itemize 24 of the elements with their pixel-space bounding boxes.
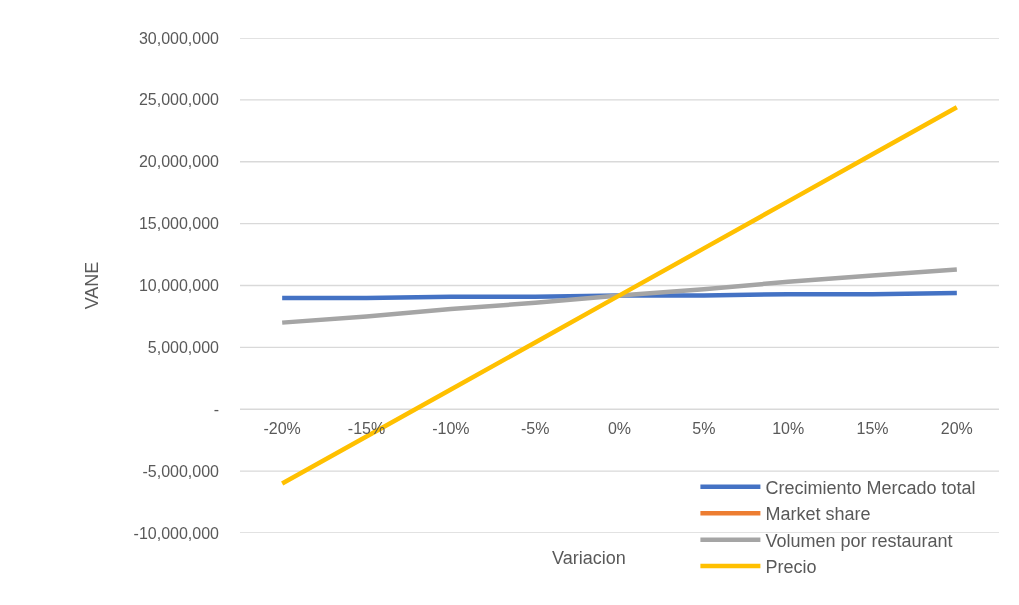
y-tick-label: -10,000,000 [133,524,220,542]
y-tick-label: 20,000,000 [138,153,220,171]
legend-label: Market share [765,504,871,525]
y-tick-label: - [213,400,219,418]
y-tick-label: 15,000,000 [138,215,220,233]
y-tick-label: 5,000,000 [147,338,220,356]
x-tick-label: 0% [607,420,632,438]
y-tick-label: -5,000,000 [142,462,220,480]
y-tick-label: 10,000,000 [138,277,220,295]
x-tick-label: 15% [856,420,889,438]
x-tick-label: 20% [940,420,973,438]
x-tick-label: 5% [692,420,716,438]
legend-label: Crecimiento Mercado total [765,477,976,498]
y-tick-label: 25,000,000 [138,91,220,109]
x-axis-title: Variacion [552,548,626,568]
x-tick-label: -10% [432,420,470,438]
x-tick-label: -5% [520,420,550,438]
legend-label: Volumen por restaurant [765,530,953,551]
y-axis-title: VANE [81,261,102,310]
y-tick-label: 30,000,000 [138,29,220,47]
x-tick-label: -20% [263,420,301,438]
x-tick-label: 10% [772,420,805,438]
legend-label: Precio [765,557,817,578]
line-series [279,267,960,325]
